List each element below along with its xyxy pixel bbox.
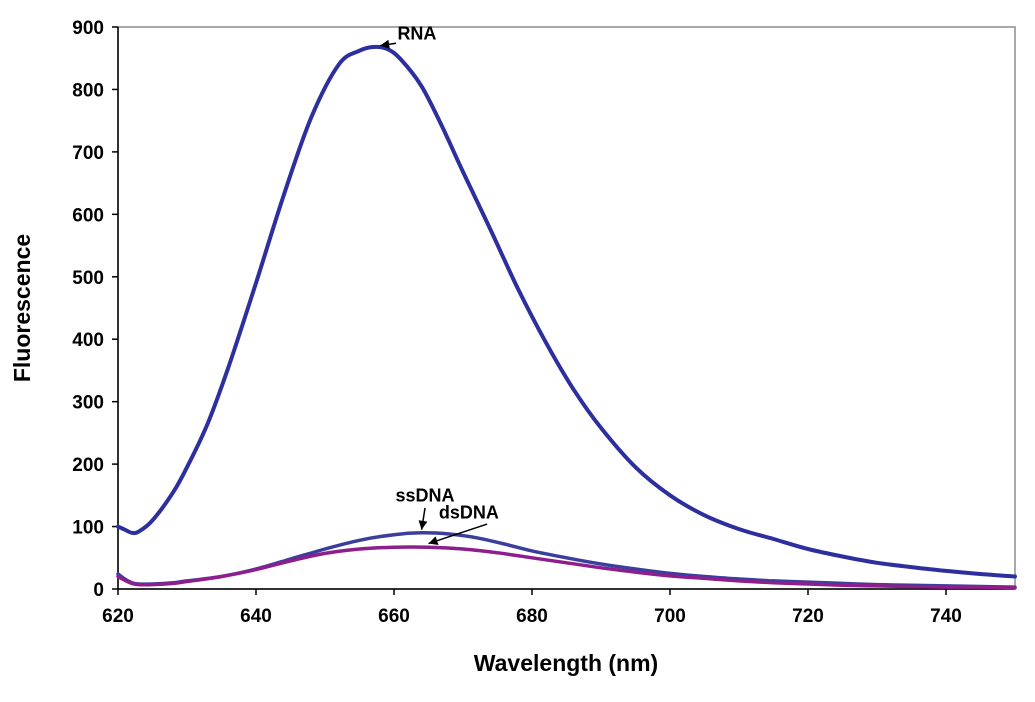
- x-tick-label: 720: [792, 606, 824, 627]
- y-tick-label: 700: [72, 143, 104, 164]
- annotation-label-dsdna: dsDNA: [439, 502, 499, 522]
- y-tick-label: 200: [72, 455, 104, 476]
- x-tick-label: 640: [240, 606, 272, 627]
- y-tick-label: 800: [72, 80, 104, 101]
- x-axis-title: Wavelength (nm): [474, 650, 658, 676]
- y-tick-label: 300: [72, 393, 104, 414]
- annotation-arrowhead-ssdna: [418, 520, 428, 530]
- annotation-label-rna: RNA: [397, 23, 436, 43]
- annotation-arrow-dsdna: [428, 523, 488, 545]
- y-tick-label: 500: [72, 268, 104, 289]
- series-line-dsdna: [116, 545, 1017, 590]
- series-line-rna: [116, 44, 1017, 579]
- y-tick-label: 600: [72, 205, 104, 226]
- y-tick-label: 900: [72, 18, 104, 39]
- y-axis-title: Fluorescence: [9, 234, 35, 382]
- y-tick-label: 100: [72, 518, 104, 539]
- x-tick-label: 680: [516, 606, 548, 627]
- x-tick-label: 660: [378, 606, 410, 627]
- y-tick-label: 400: [72, 330, 104, 351]
- x-tick-label: 740: [930, 606, 962, 627]
- y-tick-label: 0: [93, 580, 104, 601]
- annotation-label-ssdna: ssDNA: [396, 486, 455, 506]
- series-lines: [116, 44, 1017, 590]
- annotation-arrowhead-rna: [380, 39, 390, 49]
- x-axis-ticks: 620 640 660 680 700 720 740: [102, 589, 962, 627]
- x-tick-label: 620: [102, 606, 134, 627]
- annotation-arrowhead-dsdna: [428, 536, 439, 545]
- y-axis-ticks: 0 100 200 300 400 500 600 700 800 900: [72, 18, 118, 601]
- plot-area-frame: [117, 26, 1016, 590]
- x-tick-label: 700: [654, 606, 686, 627]
